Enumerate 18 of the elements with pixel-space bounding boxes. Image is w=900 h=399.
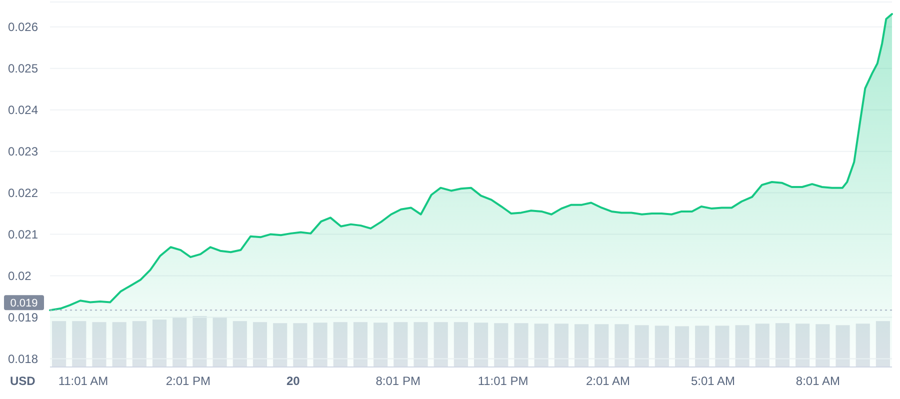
y-tick-label: 0.019 <box>8 310 38 324</box>
x-tick-label: 2:01 PM <box>166 374 211 388</box>
x-tick-label: 11:01 AM <box>58 374 108 388</box>
y-tick-label: 0.018 <box>8 352 38 366</box>
y-tick-label: 0.021 <box>8 227 38 242</box>
y-tick-label: 0.02 <box>8 268 32 283</box>
y-tick-label: 0.024 <box>8 103 38 118</box>
x-tick-label: 8:01 AM <box>796 374 840 388</box>
y-axis-title: USD <box>10 374 36 388</box>
y-tick-label: 0.026 <box>8 20 38 34</box>
x-tick-label: 2:01 AM <box>586 374 630 388</box>
x-tick-label: 20 <box>286 374 300 388</box>
y-tick-label: 0.023 <box>8 144 38 159</box>
y-tick-label: 0.025 <box>8 62 38 76</box>
x-tick-label: 11:01 PM <box>478 374 528 388</box>
x-tick-label: 5:01 AM <box>690 374 736 388</box>
y-tick-label: 0.022 <box>8 186 38 200</box>
x-tick-label: 8:01 PM <box>376 374 420 388</box>
